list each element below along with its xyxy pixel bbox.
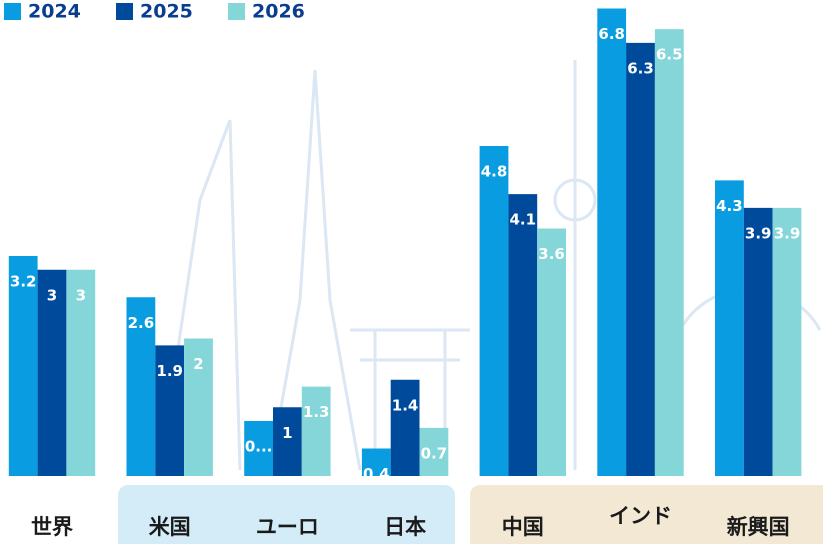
bar xyxy=(391,380,420,476)
bar xyxy=(655,29,684,476)
bar xyxy=(480,146,509,476)
value-label: 2.6 xyxy=(128,314,155,332)
value-label: 1.9 xyxy=(156,362,183,380)
legend-swatch xyxy=(116,3,133,20)
value-label: 4.8 xyxy=(481,163,508,181)
bar xyxy=(626,43,655,476)
bar xyxy=(715,180,744,476)
value-label: 3.9 xyxy=(774,224,801,242)
bar xyxy=(597,9,626,477)
legend-label: 2025 xyxy=(140,1,193,23)
value-label: 4.1 xyxy=(510,211,537,229)
value-label: 0... xyxy=(245,438,273,456)
category-label: 新興国 xyxy=(727,515,790,539)
category-label: 世界 xyxy=(31,515,73,539)
category-label: インド xyxy=(609,504,672,528)
category-label: 日本 xyxy=(384,515,426,539)
value-label: 1.3 xyxy=(303,403,330,421)
legend-swatch xyxy=(4,3,21,20)
value-label: 0.7 xyxy=(421,444,448,462)
category-label: 中国 xyxy=(502,515,544,539)
legend-swatch xyxy=(228,3,245,20)
legend-label: 2024 xyxy=(28,1,81,23)
value-label: 4.3 xyxy=(716,197,743,215)
value-label: 1 xyxy=(282,424,292,442)
value-label: 2 xyxy=(193,355,203,373)
bar xyxy=(302,387,331,476)
value-label: 3.2 xyxy=(10,273,37,291)
category-label: ユーロ xyxy=(256,515,319,539)
value-label: 0.4 xyxy=(363,465,390,483)
bar xyxy=(508,194,537,476)
bar xyxy=(744,208,773,476)
value-label: 1.4 xyxy=(392,396,419,414)
category-label: 米国 xyxy=(149,515,191,539)
value-label: 6.8 xyxy=(598,25,625,43)
value-label: 3 xyxy=(47,286,57,304)
bar xyxy=(537,229,566,477)
chart: 2024 2025 2026 世界 3.2 3 3 米国 2.6 1.9 2 ユーロ 0... 1 1.3 日… xyxy=(0,0,823,544)
bar xyxy=(773,208,802,476)
value-label: 3.6 xyxy=(538,245,565,263)
value-label: 6.5 xyxy=(656,46,683,64)
legend-label: 2026 xyxy=(252,1,305,23)
value-label: 3 xyxy=(76,286,86,304)
value-label: 3.9 xyxy=(745,224,772,242)
value-label: 6.3 xyxy=(627,59,654,77)
